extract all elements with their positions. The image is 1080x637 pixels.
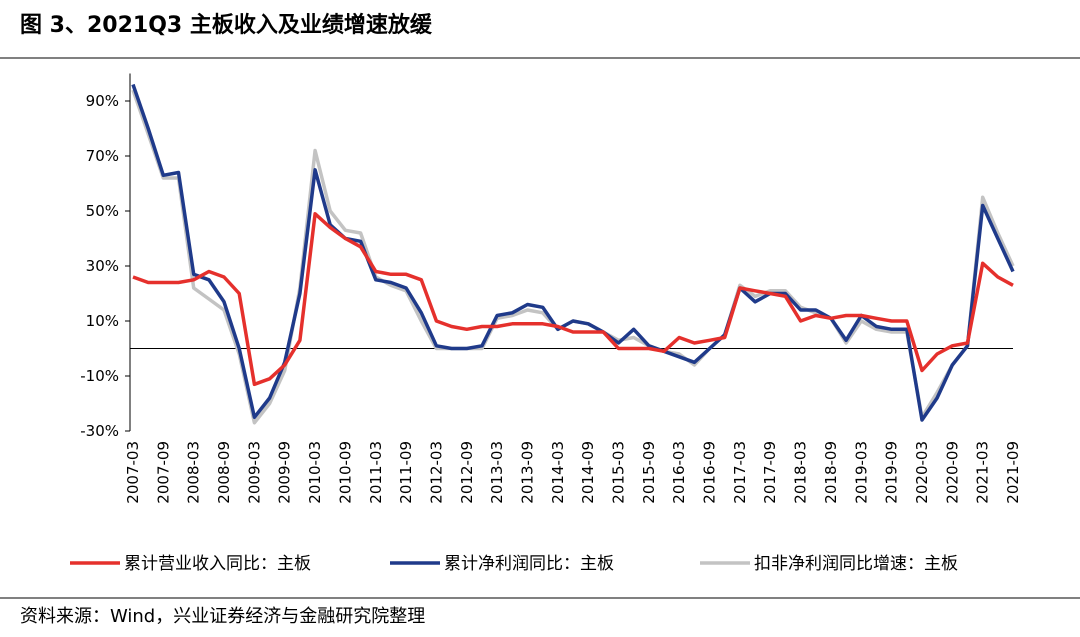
x-tick-label: 2018-03 [792,441,810,504]
x-tick-label: 2013-09 [518,441,536,504]
chart-title: 图 3、2021Q3 主板收入及业绩增速放缓 [20,12,433,38]
x-tick-label: 2021-03 [974,441,992,504]
y-tick-label: 10% [86,312,119,330]
x-tick-label: 2007-09 [154,441,172,504]
x-tick-label: 2015-03 [610,441,628,504]
source: 资料来源：Wind，兴业证券经济与金融研究院整理 [20,606,425,627]
x-tick-label: 2011-09 [397,441,415,504]
x-tick-label: 2018-09 [822,441,840,504]
x-tick-label: 2015-09 [640,441,658,504]
x-tick-label: 2017-03 [731,441,749,504]
x-tick-label: 2008-09 [215,441,233,504]
series-line [132,212,1014,387]
x-tick-label: 2016-09 [701,441,719,504]
x-tick-label: 2014-09 [579,441,597,504]
x-tick-label: 2010-03 [306,441,324,504]
x-tick-label: 2016-03 [670,441,688,504]
x-tick-label: 2017-09 [761,441,779,504]
x-tick-label: 2020-03 [913,441,931,504]
x-tick-label: 2008-03 [185,441,203,504]
y-tick-label: 30% [86,257,119,275]
x-tick-label: 2012-03 [427,441,445,504]
legend-label: 扣非净利润同比增速：主板 [754,554,958,574]
x-tick-label: 2014-03 [549,441,567,504]
series-line [131,83,1015,422]
y-tick-label: 70% [86,147,119,165]
x-tick-label: 2007-03 [124,441,142,504]
x-tick-label: 2021-09 [1004,441,1022,504]
x-tick-label: 2012-09 [458,441,476,504]
x-tick-label: 2009-09 [276,441,294,504]
x-tick-label: 2013-03 [488,441,506,504]
legend-label: 累计营业收入同比：主板 [124,554,311,574]
y-tick-label: 50% [86,202,119,220]
x-tick-label: 2019-03 [852,441,870,504]
series-line [131,89,1015,425]
y-tick-label: -10% [80,367,119,385]
x-tick-label: 2020-09 [943,441,961,504]
legend-label: 累计净利润同比：主板 [444,554,614,574]
x-tick-label: 2010-09 [336,441,354,504]
x-tick-label: 2019-09 [883,441,901,504]
x-tick-label: 2011-03 [367,441,385,504]
y-tick-label: -30% [80,422,119,440]
x-tick-label: 2009-03 [245,441,263,504]
y-tick-label: 90% [86,92,119,110]
